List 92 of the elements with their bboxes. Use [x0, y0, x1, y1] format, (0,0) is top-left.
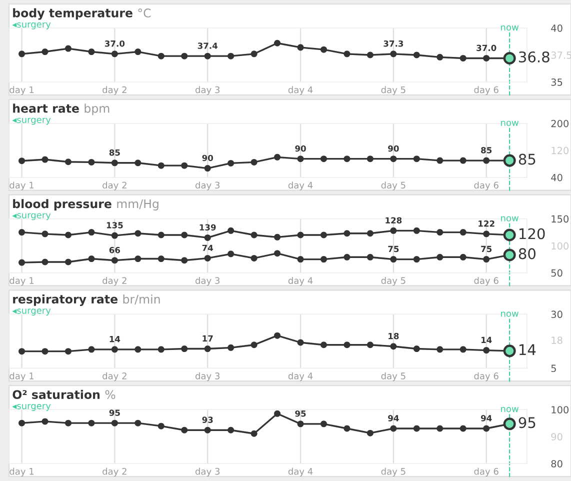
- x-tick-label: day 1: [10, 372, 34, 382]
- y-tick-label: 150: [552, 215, 569, 223]
- x-tick-label: day 6: [474, 468, 498, 477]
- chart-title: O² saturation: [12, 390, 100, 400]
- y-tick-label: 40: [551, 24, 562, 32]
- annotation: 90: [295, 145, 306, 152]
- x-tick-label: day 5: [381, 372, 406, 382]
- annotation: 17: [202, 335, 213, 342]
- annotation: 85: [109, 149, 120, 156]
- annotation: 94: [388, 415, 399, 422]
- annotation: 14: [481, 336, 492, 343]
- annotation: 93: [202, 416, 213, 423]
- x-tick-label: day 4: [288, 276, 313, 286]
- annotation: 80: [518, 248, 536, 260]
- x-tick-label: day 2: [102, 276, 126, 286]
- annotation: 95: [518, 417, 536, 428]
- annotation: now: [501, 407, 519, 412]
- x-tick-label: day 2: [102, 468, 126, 477]
- y-tick-label: 50: [551, 269, 562, 277]
- annotation: ◂surgery: [12, 22, 51, 30]
- chart-title: heart rate: [13, 104, 79, 113]
- annotation: 36.8: [519, 51, 550, 62]
- annotation: 37.3: [384, 40, 404, 47]
- x-tick-label: day 5: [381, 276, 406, 286]
- annotation: now: [501, 120, 519, 126]
- annotation: 90: [202, 154, 214, 162]
- annotation: ◂surgery: [12, 118, 51, 125]
- annotation: ◂surgery: [12, 404, 51, 411]
- annotation: 94: [480, 415, 492, 422]
- x-tick-label: day 5: [381, 86, 406, 95]
- annotation: 74: [202, 244, 214, 251]
- annotation: 14: [110, 336, 120, 342]
- chart-title: body temperature: [13, 8, 132, 20]
- y-tick-label: 5: [551, 364, 556, 372]
- x-tick-label: day 1: [10, 182, 34, 190]
- annotation: ◂surgery: [12, 213, 51, 220]
- annotation: 85: [481, 147, 492, 154]
- annotation: 135: [106, 222, 123, 228]
- chart-title: respiratory rate: [13, 294, 118, 306]
- y-tick-label: 200: [551, 120, 569, 128]
- x-tick-label: day 1: [10, 468, 34, 477]
- x-tick-label: day 1: [10, 276, 34, 286]
- y-axis-title: °C: [138, 8, 151, 18]
- annotation: 37.0: [476, 44, 496, 52]
- annotation: 37.4: [198, 42, 218, 49]
- x-tick-label: day 5: [381, 468, 406, 477]
- annotation: ◂surgery: [12, 308, 51, 316]
- x-tick-label: day 4: [288, 182, 313, 190]
- y-axis-title: br/min: [123, 294, 160, 305]
- annotation: 95: [295, 410, 306, 417]
- annotation: 90: [388, 145, 399, 152]
- x-tick-label: day 4: [288, 86, 313, 95]
- y-tick-label: 35: [551, 78, 562, 86]
- x-tick-label: day 4: [288, 372, 313, 382]
- annotation: 139: [200, 224, 216, 231]
- y-tick-label: 40: [551, 174, 562, 182]
- x-tick-label: day 4: [288, 468, 313, 477]
- x-tick-label: day 5: [381, 182, 406, 190]
- x-tick-label: day 2: [102, 182, 126, 190]
- y-axis-title: mm/Hg: [117, 199, 158, 211]
- x-tick-label: day 3: [195, 372, 220, 382]
- annotation: 66: [109, 246, 120, 254]
- y-tick-label: 80: [551, 460, 562, 468]
- annotation: 75: [481, 246, 492, 252]
- x-tick-label: day 3: [195, 468, 220, 477]
- x-tick-label: day 2: [102, 86, 126, 95]
- x-tick-label: day 3: [195, 182, 220, 190]
- annotation: now: [501, 25, 519, 31]
- annotation: 85: [518, 154, 536, 165]
- x-tick-label: day 6: [474, 86, 498, 95]
- x-tick-label: day 3: [195, 86, 220, 95]
- x-tick-label: day 6: [474, 372, 498, 382]
- annotation: 120: [520, 228, 545, 240]
- annotation: now: [501, 312, 519, 317]
- y-tick-label: 100: [552, 406, 569, 414]
- annotation: 128: [386, 217, 402, 224]
- x-tick-label: day 6: [474, 276, 498, 286]
- annotation: 95: [109, 410, 120, 416]
- y-axis-title: %: [105, 390, 116, 400]
- annotation: 37.0: [104, 40, 125, 47]
- annotation: now: [501, 216, 519, 222]
- annotation: 122: [478, 220, 494, 227]
- x-tick-label: day 2: [102, 372, 126, 382]
- x-tick-label: day 1: [10, 86, 34, 95]
- x-tick-label: day 3: [195, 276, 220, 286]
- annotation: 14: [520, 344, 536, 355]
- x-tick-label: day 6: [474, 182, 498, 190]
- y-tick-label: 30: [551, 310, 562, 318]
- annotation: 75: [388, 246, 399, 252]
- y-axis-title: bpm: [84, 104, 110, 116]
- annotation: 18: [388, 332, 399, 340]
- chart-title: blood pressure: [13, 199, 112, 211]
